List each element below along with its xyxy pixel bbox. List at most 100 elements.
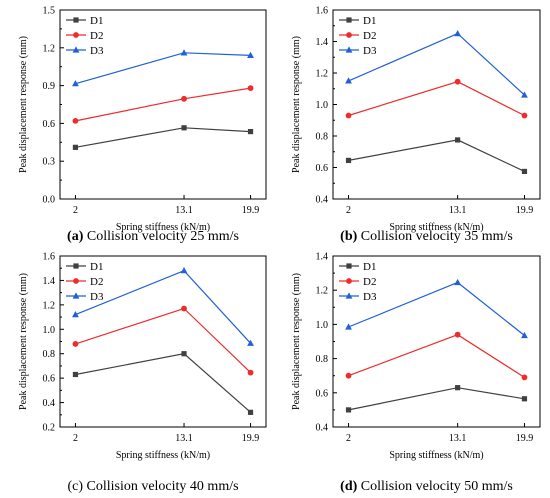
- data-point-square: [455, 137, 461, 143]
- legend-marker-triangle: [72, 292, 80, 299]
- caption-text: Collision velocity 50 mm/s: [357, 479, 513, 494]
- legend-marker-circle: [73, 32, 79, 38]
- x-tick-label: 13.1: [175, 205, 193, 216]
- x-axis-label: Spring stiffness (kN/m): [389, 222, 483, 233]
- y-tick-label: 1.0: [43, 325, 56, 336]
- caption-text: Collision velocity 25 mm/s: [83, 229, 239, 244]
- data-point-square: [181, 125, 187, 131]
- caption-letter: (c): [67, 479, 83, 494]
- y-tick-label: 0.4: [316, 195, 329, 206]
- x-tick-label: 13.1: [175, 433, 193, 444]
- chart-panel: 0.4 0.6 0.8 1.0 1.2 1.4 2 13.1 19.9 Spring stiffn…: [291, 252, 541, 494]
- data-point-triangle: [521, 331, 528, 339]
- legend-label: D3: [90, 45, 104, 57]
- data-point-triangle: [454, 278, 462, 286]
- panel-caption: (b) Collision velocity 35 mm/s: [340, 229, 513, 244]
- panel-caption: (d) Collision velocity 50 mm/s: [340, 479, 513, 494]
- legend-marker-circle: [346, 278, 352, 284]
- panel-caption: (a) Collision velocity 25 mm/s: [67, 229, 239, 244]
- x-tick-label: 13.1: [449, 433, 467, 444]
- legend-label: D3: [363, 291, 377, 303]
- y-tick-label: 1.2: [316, 69, 329, 80]
- data-point-circle: [454, 78, 461, 85]
- x-tick-label: 2: [346, 205, 351, 216]
- legend-marker-triangle: [345, 46, 353, 53]
- series-line: [348, 387, 525, 411]
- y-tick-label: 1.6: [316, 6, 329, 17]
- data-point-circle: [181, 95, 187, 102]
- data-point-square: [247, 128, 254, 135]
- data-point-square: [345, 407, 352, 413]
- data-point-circle: [247, 85, 254, 92]
- caption-letter: (a): [67, 229, 84, 244]
- x-axis-label: Spring stiffness (kN/m): [116, 222, 210, 233]
- legend-marker-circle: [346, 32, 352, 38]
- x-tick-label: 19.9: [242, 433, 260, 444]
- legend-marker-square: [73, 263, 79, 269]
- y-tick-label: 0.6: [316, 388, 329, 399]
- y-tick-label: 0.8: [43, 349, 56, 360]
- y-tick-label: 1.5: [43, 6, 56, 17]
- data-point-square: [521, 168, 528, 175]
- legend-label: D1: [90, 261, 103, 273]
- y-tick-label: 0.0: [43, 195, 56, 206]
- legend-marker-triangle: [345, 292, 353, 299]
- caption-text: Collision velocity 40 mm/s: [83, 479, 239, 494]
- chart-panel: 0.0 0.3 0.6 0.9 1.2 1.5 2 13.1 19.9 Spring stiffn…: [18, 6, 267, 244]
- y-tick-label: 1.2: [43, 43, 56, 54]
- data-point-circle: [345, 372, 352, 379]
- series-line: [75, 52, 251, 85]
- data-point-triangle: [454, 30, 462, 37]
- series-line: [348, 334, 525, 378]
- caption-letter: (d): [340, 479, 357, 494]
- y-axis-label: Peak displacement response (mm): [18, 273, 29, 410]
- y-tick-label: 0.8: [316, 132, 329, 143]
- data-point-triangle: [345, 77, 352, 84]
- legend-marker-square: [346, 263, 352, 269]
- legend-marker-triangle: [72, 46, 80, 53]
- data-point-triangle: [72, 311, 79, 318]
- data-point-circle: [72, 341, 79, 347]
- x-tick-label: 19.9: [516, 205, 534, 216]
- legend-label: D3: [90, 291, 104, 303]
- legend-marker-square: [346, 17, 352, 23]
- x-tick-label: 13.1: [449, 205, 467, 216]
- legend-marker-square: [73, 17, 79, 23]
- legend-label: D2: [363, 276, 376, 288]
- y-tick-label: 0.8: [316, 354, 329, 365]
- y-axis-label: Peak displacement response (mm): [291, 36, 302, 173]
- y-tick-label: 0.6: [43, 374, 56, 385]
- data-point-circle: [247, 369, 254, 376]
- data-point-triangle: [180, 267, 188, 274]
- legend-label: D1: [363, 15, 376, 27]
- data-point-circle: [454, 331, 461, 338]
- data-point-circle: [72, 117, 79, 124]
- data-point-square: [247, 409, 254, 415]
- data-point-square: [72, 371, 79, 378]
- legend-label: D2: [90, 276, 103, 288]
- caption-letter: (b): [340, 229, 357, 244]
- data-point-triangle: [247, 339, 254, 346]
- series-line: [348, 139, 525, 172]
- y-tick-label: 1.6: [43, 252, 56, 263]
- y-tick-label: 0.4: [43, 398, 56, 409]
- y-tick-label: 0.4: [316, 423, 329, 434]
- data-point-triangle: [180, 49, 188, 56]
- data-point-square: [521, 396, 528, 402]
- x-axis-label: Spring stiffness (kN/m): [389, 450, 483, 461]
- data-point-circle: [521, 374, 528, 381]
- y-tick-label: 0.9: [43, 81, 56, 92]
- legend-label: D2: [90, 30, 103, 42]
- series-line: [75, 307, 252, 374]
- data-point-triangle: [247, 51, 254, 58]
- x-axis-label: Spring stiffness (kN/m): [116, 450, 210, 461]
- data-point-square: [181, 351, 187, 357]
- legend-label: D3: [363, 45, 377, 57]
- y-tick-label: 1.4: [316, 37, 329, 48]
- series-line: [75, 87, 251, 122]
- series-line: [348, 81, 525, 117]
- x-tick-label: 2: [73, 433, 78, 444]
- y-tick-label: 0.6: [316, 163, 329, 174]
- data-point-circle: [521, 112, 528, 119]
- data-point-triangle: [521, 91, 528, 98]
